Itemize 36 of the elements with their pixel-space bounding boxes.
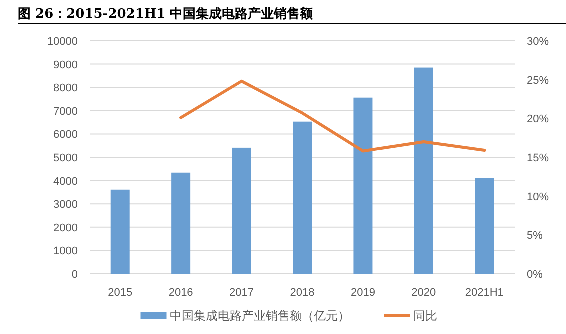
- y-tick-label: 4000: [54, 176, 78, 188]
- bar: [110, 190, 130, 274]
- y-tick-label: 5000: [54, 152, 78, 164]
- y-tick-label: 9000: [54, 59, 78, 72]
- x-tick-label: 2015: [108, 287, 133, 299]
- bar: [172, 172, 191, 274]
- legend-label: 中国集成电路产业销售额（亿元）: [170, 309, 350, 323]
- legend-label: 同比: [413, 309, 438, 323]
- line-series: [180, 80, 486, 153]
- y-tick-label: 2000: [54, 222, 78, 234]
- y2-tick-label: 20%: [527, 114, 550, 126]
- y2-tick-label: 30%: [527, 36, 550, 48]
- x-tick-label: 2017: [230, 287, 254, 299]
- y-tick-label: 7000: [54, 106, 78, 118]
- x-tick-label: 2021H1: [465, 287, 504, 299]
- x-tick-label: 2020: [412, 287, 436, 299]
- x-tick-label: 2019: [350, 287, 376, 299]
- y-tick-label: 6000: [54, 129, 78, 142]
- y2-tick-label: 15%: [527, 152, 550, 164]
- y2-tick-label: 25%: [527, 74, 550, 87]
- bar: [414, 68, 434, 274]
- bar: [475, 178, 494, 274]
- chart-title: 图 26：2015-2021H1 中国集成电路产业销售额: [18, 6, 314, 22]
- y2-tick-label: 0%: [527, 269, 544, 281]
- y-tick-label: 0: [72, 269, 78, 281]
- y-tick-label: 10000: [47, 36, 78, 48]
- y-tick-label: 1000: [54, 246, 78, 258]
- bar: [354, 98, 373, 274]
- bar: [232, 148, 252, 274]
- bar: [293, 122, 312, 274]
- x-tick-label: 2016: [168, 287, 194, 299]
- y-tick-label: 3000: [54, 199, 78, 212]
- y-tick-label: 8000: [54, 82, 78, 95]
- y2-tick-label: 5%: [527, 230, 544, 242]
- x-tick-label: 2018: [290, 287, 315, 299]
- y2-tick-label: 10%: [527, 191, 550, 204]
